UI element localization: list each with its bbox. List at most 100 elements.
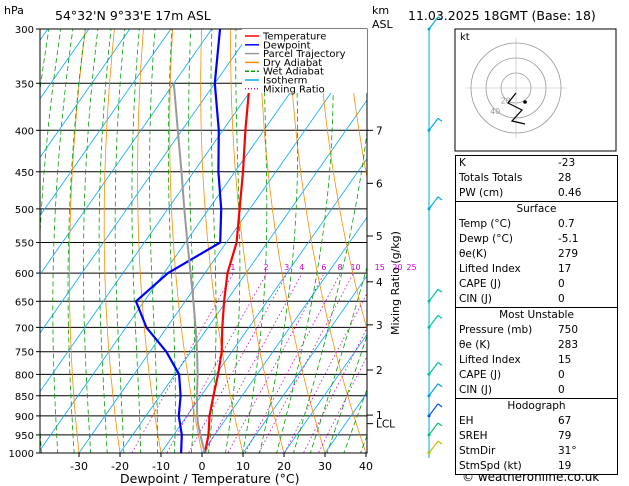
mixing-ratio-label: 4 [299, 263, 304, 272]
dry-adiabat-line [259, 29, 326, 453]
wind-barb-dot [427, 433, 431, 437]
km-tick-label: 2 [376, 365, 383, 377]
legend-label: Wet Adiabat [263, 67, 324, 78]
wet-adiabat-line [343, 388, 367, 453]
dry-adiabat-line [137, 29, 162, 453]
index-label: K [459, 157, 466, 169]
hodograph-trace [507, 92, 526, 125]
hodograph-table: EH 67 SREH 79 StmDir 31° StmSpd (kt) 19 [456, 414, 617, 474]
wind-barb-dot [427, 299, 431, 303]
legend-label: Dry Adiabat [263, 58, 322, 69]
wind-barb-dot [427, 128, 431, 132]
isotherm-line [283, 333, 367, 453]
mixing-ratio-line [244, 272, 341, 453]
index-label: StmDir [459, 445, 496, 457]
legend-label: Dewpoint [263, 40, 311, 51]
mixing-ratio-label: 6 [321, 263, 326, 272]
index-value: 750 [558, 324, 579, 336]
index-row: Totals Totals 28 [456, 171, 617, 186]
mixing-ratio-line [204, 272, 303, 453]
wet-adiabat-line [309, 265, 367, 453]
wind-barb-flag [437, 196, 443, 201]
index-value: 0.7 [558, 218, 575, 230]
index-row: PW (cm) 0.46 [456, 186, 617, 201]
wind-barb-dot [427, 372, 431, 376]
x-tick-label: -10 [152, 460, 170, 473]
pressure-tick-label: 1000 [9, 449, 34, 460]
wet-adiabat-line [83, 29, 99, 453]
mixing-ratio-line [317, 355, 367, 453]
x-tick-label: 30 [318, 460, 332, 473]
pressure-tick-label: 500 [15, 205, 34, 216]
mixing-ratio-line [131, 272, 234, 453]
index-row: SREH 79 [456, 429, 617, 444]
index-label: CIN (J) [459, 293, 492, 305]
series-line-dewpoint [134, 29, 223, 453]
wind-barb-dot [427, 394, 431, 398]
index-row: CIN (J) 0 [456, 383, 617, 398]
legend-box [242, 29, 367, 93]
series-line-temperature [203, 29, 263, 453]
index-value: 0 [558, 384, 565, 396]
most-unstable-title: Most Unstable [499, 309, 574, 321]
index-label: Lifted Index [459, 354, 521, 366]
index-value: 79 [558, 430, 572, 442]
x-tick-label: 20 [277, 460, 291, 473]
wind-barb-flag [437, 383, 443, 388]
isotherm-line [160, 158, 367, 453]
wet-adiabat-line [40, 29, 62, 453]
mixing-ratio-line [227, 272, 325, 453]
pressure-tick-label: 450 [15, 168, 34, 179]
wet-adiabat-line [98, 29, 112, 453]
index-value: 0 [558, 369, 565, 381]
wet-adiabat-line [167, 29, 176, 453]
index-label: Temp (°C) [459, 218, 512, 230]
wet-adiabat-line [225, 29, 241, 453]
wet-adiabat-line [52, 29, 74, 453]
mixing-ratio-line [258, 272, 354, 453]
wind-barb [428, 16, 439, 30]
mixing-ratio-line [302, 327, 367, 453]
dry-adiabat-line [346, 29, 367, 180]
legend-label: Temperature [262, 32, 326, 43]
wind-barb-flag [437, 440, 443, 445]
dry-adiabat-line [317, 29, 367, 332]
mixing-ratio-label: 20 [392, 263, 402, 272]
index-label: SREH [459, 430, 488, 442]
mixing-ratio-line [284, 292, 367, 453]
mixing-ratio-line [188, 272, 288, 453]
index-row: Pressure (mb) 750 [456, 323, 617, 338]
x-tick-label: -20 [111, 460, 129, 473]
index-value: 279 [558, 248, 579, 260]
series-line-parcel-trajectory [172, 83, 206, 453]
wind-barb-dot [427, 414, 431, 418]
index-row: EH 67 [456, 414, 617, 429]
isotherm-line [40, 29, 172, 217]
index-row: CAPE (J) 0 [456, 368, 617, 383]
wind-barb-flag [437, 314, 443, 319]
km-tick-label: 7 [376, 125, 383, 137]
wind-barb-dot [427, 27, 431, 31]
storm-motion-dot [523, 100, 527, 104]
km-tick-label: 1 [376, 410, 383, 422]
km-tick-label: LCL [376, 419, 395, 431]
index-label: CIN (J) [459, 384, 492, 396]
wind-barb-flag [437, 422, 443, 427]
index-value: 17 [558, 263, 572, 275]
wet-adiabat-line [326, 334, 367, 453]
mixing-ratio-label: 25 [406, 263, 416, 272]
index-label: θe (K) [459, 339, 491, 351]
pressure-tick-label: 950 [15, 431, 34, 442]
wind-barb-dot [427, 207, 431, 211]
plot-frame [39, 28, 368, 454]
index-row: StmDir 31° [456, 444, 617, 459]
wet-adiabat-line [67, 29, 86, 453]
mixing-ratio-axis-label: Mixing Ratio (g/kg) [389, 231, 402, 335]
pressure-tick-label: 400 [15, 126, 34, 137]
index-row: Dewp (°C) -5.1 [456, 232, 617, 247]
pressure-tick-label: 550 [15, 238, 34, 249]
mixing-ratio-label: 1 [230, 263, 235, 272]
wind-barb [428, 315, 439, 328]
index-label: CAPE (J) [459, 278, 502, 290]
isotherm-line [119, 99, 367, 453]
